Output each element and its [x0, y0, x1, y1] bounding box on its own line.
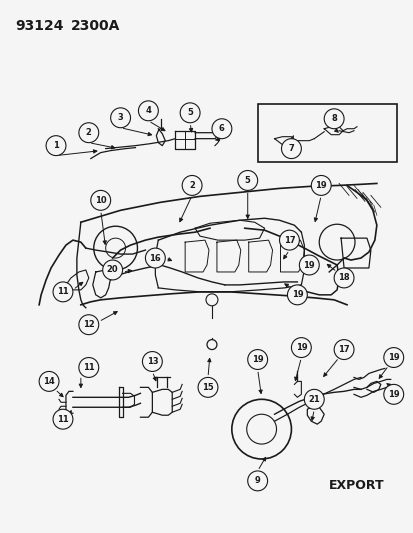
Text: 18: 18 — [337, 273, 349, 282]
Circle shape — [110, 108, 130, 128]
Text: 5: 5 — [187, 108, 192, 117]
Circle shape — [333, 340, 353, 360]
Text: 5: 5 — [244, 176, 250, 185]
Circle shape — [138, 101, 158, 121]
Text: 19: 19 — [303, 261, 314, 270]
Text: 11: 11 — [57, 287, 69, 296]
Circle shape — [78, 315, 98, 335]
Text: 21: 21 — [308, 395, 319, 404]
Text: 93124: 93124 — [15, 19, 64, 33]
Text: 14: 14 — [43, 377, 55, 386]
Circle shape — [247, 471, 267, 491]
Circle shape — [299, 255, 318, 275]
Text: 11: 11 — [57, 415, 69, 424]
Text: 17: 17 — [283, 236, 294, 245]
Circle shape — [206, 340, 216, 350]
Text: 19: 19 — [387, 390, 399, 399]
Text: 12: 12 — [83, 320, 95, 329]
Circle shape — [53, 409, 73, 429]
Circle shape — [197, 377, 217, 397]
Text: 19: 19 — [387, 353, 399, 362]
Circle shape — [180, 103, 199, 123]
Text: 20: 20 — [107, 265, 118, 274]
Circle shape — [53, 282, 73, 302]
Text: 19: 19 — [251, 355, 263, 364]
Text: EXPORT: EXPORT — [328, 479, 384, 492]
Text: 19: 19 — [315, 181, 326, 190]
Circle shape — [383, 384, 403, 404]
Circle shape — [323, 109, 343, 129]
Text: 16: 16 — [149, 254, 161, 263]
Text: 2300A: 2300A — [71, 19, 120, 33]
Text: 13: 13 — [146, 357, 158, 366]
Circle shape — [287, 285, 306, 305]
Circle shape — [145, 248, 165, 268]
Circle shape — [90, 190, 110, 211]
Circle shape — [383, 348, 403, 367]
Text: 6: 6 — [218, 124, 224, 133]
Circle shape — [291, 337, 311, 358]
Text: 7: 7 — [288, 144, 294, 153]
Text: 8: 8 — [330, 114, 336, 123]
Circle shape — [281, 139, 301, 158]
Text: 2: 2 — [85, 128, 92, 137]
Text: 19: 19 — [295, 343, 306, 352]
Circle shape — [279, 230, 299, 250]
Bar — [257, 104, 396, 161]
Circle shape — [46, 136, 66, 156]
Text: 9: 9 — [254, 477, 260, 486]
Circle shape — [182, 175, 202, 196]
Text: 15: 15 — [202, 383, 214, 392]
Text: 11: 11 — [83, 363, 95, 372]
Circle shape — [78, 123, 98, 143]
Text: 10: 10 — [95, 196, 106, 205]
Circle shape — [211, 119, 231, 139]
Circle shape — [39, 372, 59, 391]
Circle shape — [247, 350, 267, 369]
Circle shape — [237, 171, 257, 190]
Text: 19: 19 — [291, 290, 302, 300]
Circle shape — [311, 175, 330, 196]
Text: 17: 17 — [337, 345, 349, 354]
Text: 3: 3 — [117, 114, 123, 122]
Text: 4: 4 — [145, 106, 151, 115]
Text: 2: 2 — [189, 181, 195, 190]
Circle shape — [78, 358, 98, 377]
Circle shape — [304, 389, 323, 409]
Circle shape — [333, 268, 353, 288]
Circle shape — [142, 352, 162, 372]
Text: 1: 1 — [53, 141, 59, 150]
Circle shape — [102, 260, 122, 280]
Circle shape — [206, 294, 217, 306]
